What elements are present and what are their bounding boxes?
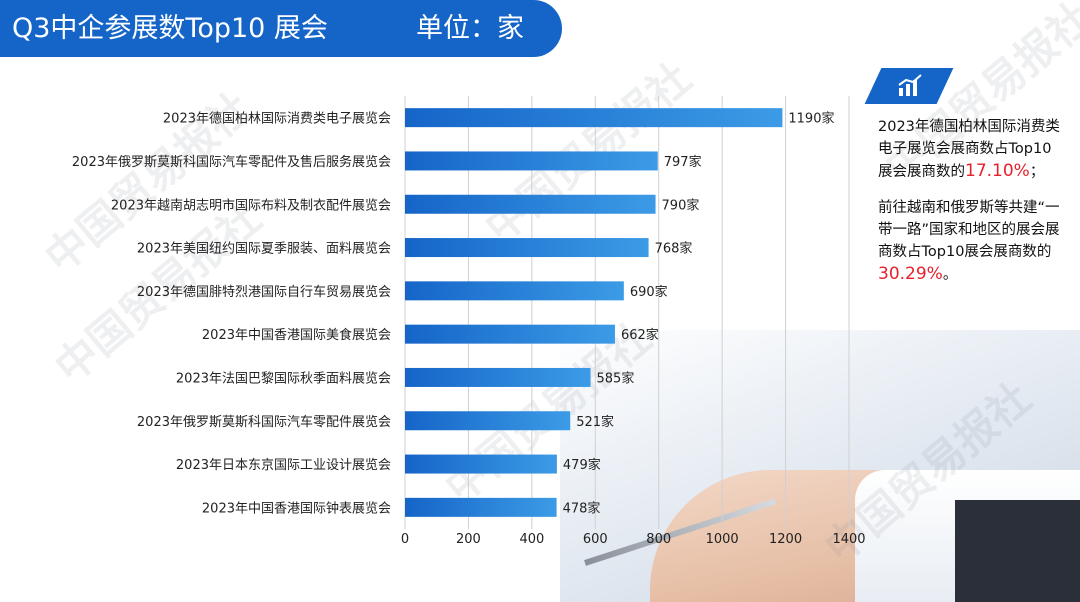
- bar: [405, 151, 658, 171]
- category-label: 2023年俄罗斯莫斯科国际汽车零配件展览会: [137, 414, 391, 430]
- data-label: 1190家: [788, 111, 834, 127]
- category-label: 2023年俄罗斯莫斯科国际汽车零配件及售后服务展览会: [72, 154, 391, 170]
- unit-label: 单位：家: [416, 13, 524, 44]
- category-label: 2023年越南胡志明市国际布料及制衣配件展览会: [111, 197, 391, 213]
- bar: [405, 324, 615, 344]
- summary-panel: 2023年德国柏林国际消费类电子展览会展商数占Top10展会展商数的17.10%…: [878, 116, 1064, 300]
- category-label: 2023年法国巴黎国际秋季面料展览会: [176, 370, 391, 386]
- bar: [405, 194, 656, 214]
- bar: [405, 281, 624, 301]
- panel-icon-badge: [864, 68, 954, 104]
- category-label: 2023年中国香港国际美食展览会: [202, 327, 391, 343]
- data-label: 479家: [563, 457, 601, 473]
- x-tick-label: 800: [646, 532, 671, 547]
- page-title: Q3中企参展数Top10 展会: [12, 13, 328, 44]
- x-tick-label: 200: [456, 532, 481, 547]
- x-tick-label: 600: [583, 532, 608, 547]
- data-label: 478家: [563, 500, 601, 516]
- highlight-value-1: 17.10%: [965, 161, 1030, 181]
- bar: [405, 367, 591, 387]
- bar-chart-icon: [898, 74, 922, 96]
- bar: [405, 238, 649, 258]
- data-label: 662家: [621, 327, 659, 343]
- data-label: 768家: [655, 241, 693, 257]
- bar: [405, 411, 571, 431]
- summary-paragraph-1: 2023年德国柏林国际消费类电子展览会展商数占Top10展会展商数的17.10%…: [878, 119, 1060, 181]
- x-tick-label: 400: [519, 532, 544, 547]
- bar: [405, 497, 557, 517]
- summary-paragraph-2: 前往越南和俄罗斯等共建“一带一路”国家和地区的展会展商数占Top10展会展商数的…: [878, 200, 1060, 284]
- category-label: 2023年中国香港国际钟表展览会: [202, 500, 391, 516]
- category-label: 2023年德国腓特烈港国际自行车贸易展览会: [137, 284, 391, 300]
- category-label: 2023年德国柏林国际消费类电子展览会: [163, 111, 391, 127]
- category-label: 2023年美国纽约国际夏季服装、面料展览会: [137, 241, 391, 257]
- x-tick-label: 1000: [706, 532, 739, 547]
- x-tick-label: 1400: [832, 532, 865, 547]
- x-tick-label: 1200: [769, 532, 802, 547]
- title-banner: Q3中企参展数Top10 展会 单位：家: [0, 0, 562, 57]
- data-label: 585家: [597, 370, 635, 386]
- data-label: 790家: [662, 197, 700, 213]
- data-label: 521家: [576, 414, 614, 430]
- bar: [405, 108, 783, 128]
- bar: [405, 454, 557, 474]
- data-label: 690家: [630, 284, 668, 300]
- x-tick-label: 0: [401, 532, 409, 547]
- data-label: 797家: [664, 154, 702, 170]
- sleeve-image: [955, 500, 1080, 602]
- highlight-value-2: 30.29%: [878, 264, 943, 284]
- category-label: 2023年日本东京国际工业设计展览会: [176, 457, 391, 473]
